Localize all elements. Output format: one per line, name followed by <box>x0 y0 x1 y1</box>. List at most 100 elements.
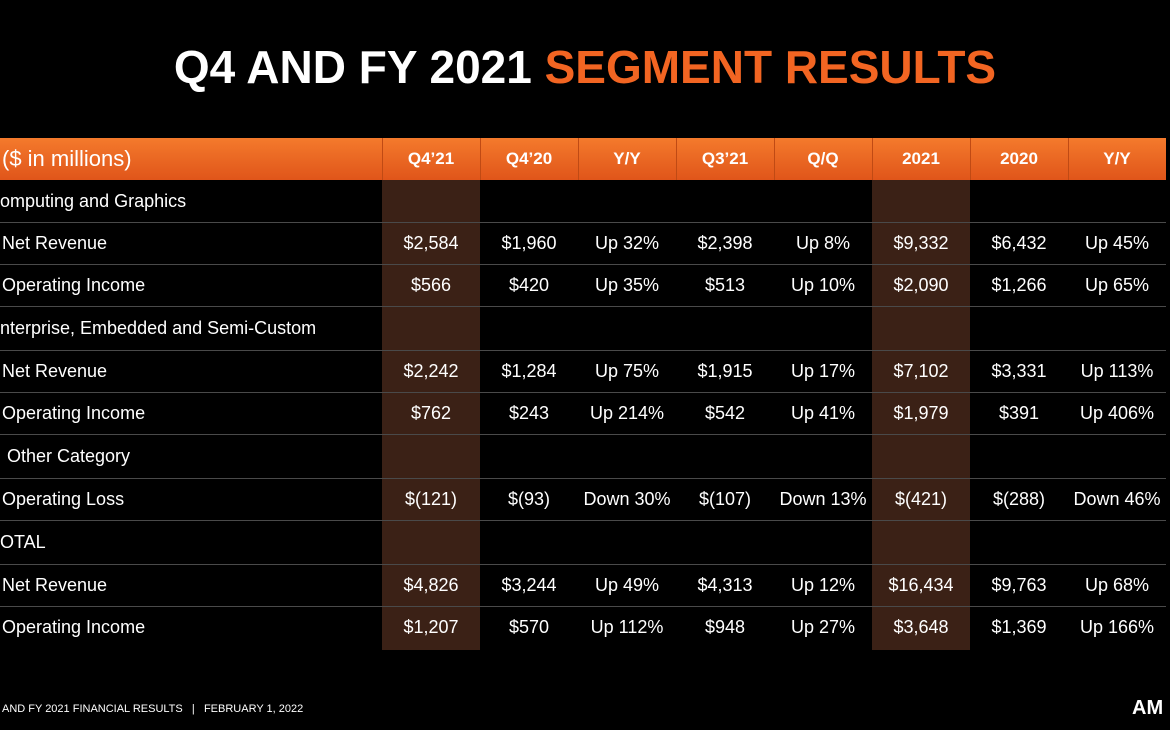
row-label: Net Revenue <box>2 232 108 253</box>
logo: AM <box>1132 697 1164 719</box>
header-cell: Q/Q <box>807 149 839 168</box>
row-divider <box>0 392 1166 393</box>
row-label: Net Revenue <box>2 574 108 595</box>
row-divider <box>0 478 1166 479</box>
value-cell: $566 <box>410 274 452 295</box>
value-cell: Up 41% <box>790 402 856 423</box>
value-cell: Up 113% <box>1080 360 1154 381</box>
value-cell: $6,432 <box>991 232 1047 253</box>
value-cell: $391 <box>998 402 1040 423</box>
value-cell: $420 <box>508 274 550 295</box>
row-divider <box>0 306 1166 307</box>
value-cell: $(421) <box>894 488 948 509</box>
value-cell: $1,915 <box>697 360 753 381</box>
value-cell: Up 27% <box>790 616 856 637</box>
row-label: Operating Income <box>2 402 146 423</box>
value-cell: $762 <box>410 402 452 423</box>
value-cell: $2,242 <box>403 360 459 381</box>
value-cell: $(107) <box>698 488 752 509</box>
value-cell: Up 12% <box>790 574 856 595</box>
value-cell: Up 32% <box>594 232 660 253</box>
value-cell: Up 75% <box>594 360 660 381</box>
section-label: nterprise, Embedded and Semi-Custom <box>0 317 317 338</box>
row-divider <box>0 264 1166 265</box>
footer-separator: | <box>191 703 195 715</box>
value-cell: $(288) <box>992 488 1046 509</box>
row-label: Operating Income <box>2 616 146 637</box>
segment-table: ($ in millions) Q4’21 Q4’20 Y/Y Q3’21 Q/Q 2021… <box>0 138 1166 650</box>
header-divider <box>872 138 873 180</box>
value-cell: $(93) <box>507 488 551 509</box>
value-cell: $1,960 <box>501 232 557 253</box>
row-divider <box>0 564 1166 565</box>
footer-date: FEBRUARY 1, 2022 <box>203 703 304 715</box>
value-cell: $4,826 <box>403 574 459 595</box>
header-cell: Q3’21 <box>701 149 749 168</box>
header-cell: Y/Y <box>1103 149 1131 168</box>
value-cell: $16,434 <box>888 574 954 595</box>
header-divider <box>676 138 677 180</box>
value-cell: $1,284 <box>501 360 557 381</box>
column-highlight <box>872 180 970 650</box>
row-divider <box>0 350 1166 351</box>
value-cell: $3,648 <box>893 616 949 637</box>
value-cell: $1,266 <box>991 274 1047 295</box>
value-cell: Up 8% <box>795 232 851 253</box>
footer-title: AND FY 2021 FINANCIAL RESULTS <box>2 703 183 715</box>
header-divider <box>382 138 383 180</box>
value-cell: Up 10% <box>790 274 856 295</box>
row-divider <box>0 434 1166 435</box>
value-cell: $513 <box>704 274 746 295</box>
row-divider <box>0 606 1166 607</box>
value-cell: $2,584 <box>403 232 459 253</box>
value-cell: Up 35% <box>594 274 660 295</box>
value-cell: Up 49% <box>594 574 660 595</box>
value-cell: $9,763 <box>991 574 1047 595</box>
value-cell: $570 <box>508 616 550 637</box>
header-cell: Q4’21 <box>407 149 455 168</box>
row-divider <box>0 222 1166 223</box>
value-cell: $9,332 <box>893 232 949 253</box>
header-cell: Y/Y <box>613 149 641 168</box>
section-label: Other Category <box>7 445 131 466</box>
value-cell: Up 214% <box>589 402 665 423</box>
value-cell: Up 65% <box>1084 274 1150 295</box>
row-divider <box>0 520 1166 521</box>
value-cell: Up 45% <box>1084 232 1150 253</box>
header-cell: ($ in millions) <box>2 146 132 171</box>
title: Q4 AND FY 2021 SEGMENT RESULTS <box>0 40 1170 94</box>
value-cell: Down 30% <box>583 488 671 509</box>
header-cell: 2020 <box>1000 149 1038 168</box>
title-orange: SEGMENT RESULTS <box>544 41 997 93</box>
footer: AND FY 2021 FINANCIAL RESULTS | FEBRUARY… <box>2 703 303 715</box>
value-cell: $4,313 <box>697 574 753 595</box>
section-label: omputing and Graphics <box>0 190 187 211</box>
value-cell: $2,398 <box>697 232 753 253</box>
title-white: Q4 AND FY 2021 <box>173 41 532 93</box>
value-cell: Up 406% <box>1079 402 1155 423</box>
value-cell: Down 13% <box>779 488 867 509</box>
row-label: Operating Loss <box>2 488 125 509</box>
header-divider <box>480 138 481 180</box>
value-cell: $2,090 <box>893 274 949 295</box>
value-cell: $7,102 <box>893 360 949 381</box>
header-bar <box>0 138 1166 180</box>
row-label: Net Revenue <box>2 360 108 381</box>
header-divider <box>774 138 775 180</box>
header-cell: 2021 <box>902 149 940 168</box>
value-cell: $542 <box>704 402 746 423</box>
column-highlight <box>382 180 480 650</box>
header-divider <box>1068 138 1069 180</box>
value-cell: $948 <box>704 616 746 637</box>
header-divider <box>578 138 579 180</box>
value-cell: Up 112% <box>590 616 664 637</box>
value-cell: $3,244 <box>501 574 557 595</box>
value-cell: Down 46% <box>1073 488 1161 509</box>
value-cell: $1,369 <box>991 616 1047 637</box>
value-cell: $(121) <box>404 488 458 509</box>
header-divider <box>970 138 971 180</box>
value-cell: $243 <box>508 402 550 423</box>
row-label: Operating Income <box>2 274 146 295</box>
value-cell: Up 166% <box>1079 616 1155 637</box>
